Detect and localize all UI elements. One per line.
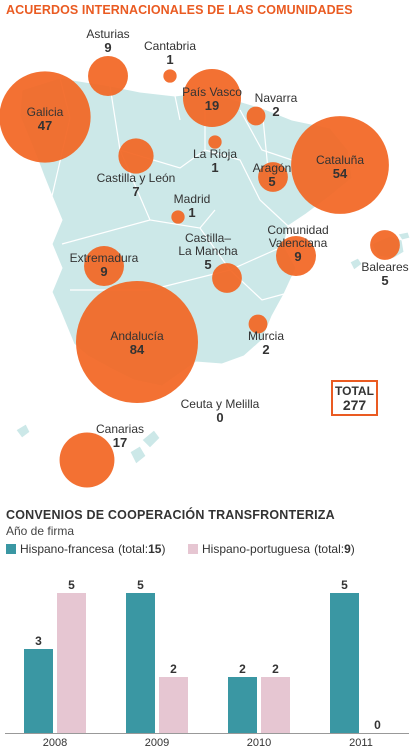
bar-value-label-hispano-portuguesa-2010: 2 (272, 662, 279, 676)
region-value-andalucia: 84 (130, 342, 145, 357)
bubble-andalucia (76, 281, 198, 403)
region-value-murcia: 2 (262, 342, 269, 357)
menorca-land (397, 231, 411, 241)
bar-hispano-francesa-2009 (126, 593, 155, 733)
legend-swatch-pink (188, 544, 198, 554)
map-title: ACUERDOS INTERNACIONALES DE LAS COMUNIDA… (6, 3, 353, 17)
bubbles-layer (0, 56, 400, 488)
region-value-navarra: 2 (272, 104, 279, 119)
canarias-land-1 (15, 423, 31, 439)
region-label-cantabria: Cantabria 1 (144, 39, 196, 67)
bubble-castilla-y-leon (118, 138, 154, 174)
region-value-comunidad-valenciana: 9 (294, 249, 301, 264)
region-label-la-rioja: La Rioja 1 (193, 147, 237, 175)
bar-value-label-hispano-francesa-2009: 5 (137, 578, 144, 592)
bubble-comunidad-valenciana (276, 236, 316, 276)
region-label-pais-vasco: País Vasco 19 (182, 85, 242, 113)
region-label-comunidad-valenciana: Comunidad Valenciana 9 (267, 223, 328, 264)
bubble-la-rioja (208, 135, 222, 149)
bubble-cantabria (163, 69, 177, 83)
bar-chart-title: CONVENIOS DE COOPERACIÓN TRANSFRONTERIZA (6, 508, 335, 522)
region-label-navarra: Navarra 2 (255, 91, 298, 119)
legend-close-paren-portuguesa: ) (350, 542, 355, 556)
bubble-aragon (258, 162, 288, 192)
legend-label-portuguesa: Hispano-portuguesa (202, 542, 311, 556)
x-tick-label-2008: 2008 (43, 737, 67, 749)
bar-value-label-hispano-portuguesa-2008: 5 (68, 578, 75, 592)
region-value-cataluna: 54 (333, 166, 348, 181)
region-label-extremadura: Extremadura 9 (70, 251, 139, 279)
region-label-galicia: Galicia 47 (27, 105, 64, 133)
bar-value-label-hispano-francesa-2008: 3 (35, 634, 42, 648)
region-value-ceuta-y-melilla: 0 (216, 410, 223, 425)
region-label-castilla-la-mancha: Castilla– La Mancha 5 (178, 231, 238, 272)
bar-value-label-hispano-portuguesa-2011: 0 (374, 718, 381, 732)
region-value-aragon: 5 (268, 174, 275, 189)
region-value-extremadura: 9 (100, 264, 107, 279)
region-label-canarias: Canarias 17 (96, 422, 144, 450)
region-label-baleares: Baleares 5 (361, 260, 408, 288)
legend-total-francesa: 15 (148, 542, 162, 556)
region-label-ceuta-y-melilla: Ceuta y Melilla 0 (181, 397, 260, 425)
total-value: 277 (342, 397, 367, 413)
canarias-land-2 (129, 445, 147, 465)
bubble-asturias (88, 56, 128, 96)
legend-item-hispano-francesa: Hispano-francesa (total: 15) (6, 542, 165, 556)
legend-total-prefix-portuguesa: (total: (314, 542, 345, 556)
region-value-cantabria: 1 (166, 52, 173, 67)
x-tick-label-2011: 2011 (349, 737, 373, 749)
x-tick-label-2010: 2010 (247, 737, 271, 749)
legend-total-prefix-francesa: (total: (118, 542, 149, 556)
region-value-madrid: 1 (188, 205, 195, 220)
bar-hispano-portuguesa-2010 (261, 677, 290, 733)
bubble-madrid (171, 210, 185, 224)
region-value-castilla-y-leon: 7 (132, 184, 139, 199)
bar-hispano-francesa-2008 (24, 649, 53, 733)
bubble-extremadura (84, 246, 124, 286)
region-label-andalucia: Andalucía 84 (110, 329, 164, 357)
bar-hispano-francesa-2011 (330, 593, 359, 733)
legend-swatch-teal (6, 544, 16, 554)
region-label-cataluna: Cataluña 54 (316, 153, 364, 181)
total-label: TOTAL (335, 384, 374, 398)
region-label-asturias: Asturias 9 (86, 27, 129, 55)
bubble-galicia (0, 71, 91, 163)
region-label-castilla-y-leon: Castilla y León 7 (97, 171, 176, 199)
bar-value-label-hispano-francesa-2011: 5 (341, 578, 348, 592)
bar-value-label-hispano-portuguesa-2009: 2 (170, 662, 177, 676)
bubble-pais-vasco (182, 68, 242, 128)
canarias-land-3 (141, 429, 161, 449)
region-value-la-rioja: 1 (211, 160, 218, 175)
spain-bubble-map: Asturias 9 Cantabria 1 País Vasco 19 Navarra 2 G… (0, 27, 411, 488)
region-label-murcia: Murcia 2 (248, 329, 284, 357)
bubble-castilla-la-mancha (212, 263, 242, 293)
bar-hispano-francesa-2010 (228, 677, 257, 733)
bubble-labels-layer: Asturias 9 Cantabria 1 País Vasco 19 Navarra 2 G… (27, 27, 409, 450)
legend-close-paren-francesa: ) (161, 542, 166, 556)
region-value-castilla-la-mancha: 5 (204, 257, 211, 272)
region-value-asturias: 9 (104, 40, 111, 55)
ibiza-land (349, 257, 363, 271)
bar-hispano-portuguesa-2009 (159, 677, 188, 733)
bubble-navarra (246, 106, 266, 126)
region-value-pais-vasco: 19 (205, 98, 219, 113)
bubble-cataluna (291, 116, 389, 214)
region-value-galicia: 47 (38, 118, 52, 133)
region-value-baleares: 5 (381, 273, 388, 288)
bubble-baleares (370, 230, 400, 260)
x-tick-label-2009: 2009 (145, 737, 169, 749)
bar-value-label-hispano-francesa-2010: 2 (239, 662, 246, 676)
region-label-madrid: Madrid 1 (174, 192, 211, 220)
legend-total-portuguesa: 9 (344, 542, 351, 556)
legend-item-hispano-portuguesa: Hispano-portuguesa (total: 9) (188, 542, 355, 556)
total-box: TOTAL 277 (331, 380, 378, 416)
bubble-murcia (248, 314, 268, 334)
legend-label-francesa: Hispano-francesa (20, 542, 115, 556)
bar-hispano-portuguesa-2008 (57, 593, 86, 733)
bar-chart-subtitle: Año de firma (6, 524, 75, 538)
region-value-canarias: 17 (113, 435, 127, 450)
bubble-canarias (59, 432, 115, 488)
region-label-aragon: Aragón 5 (253, 161, 292, 189)
